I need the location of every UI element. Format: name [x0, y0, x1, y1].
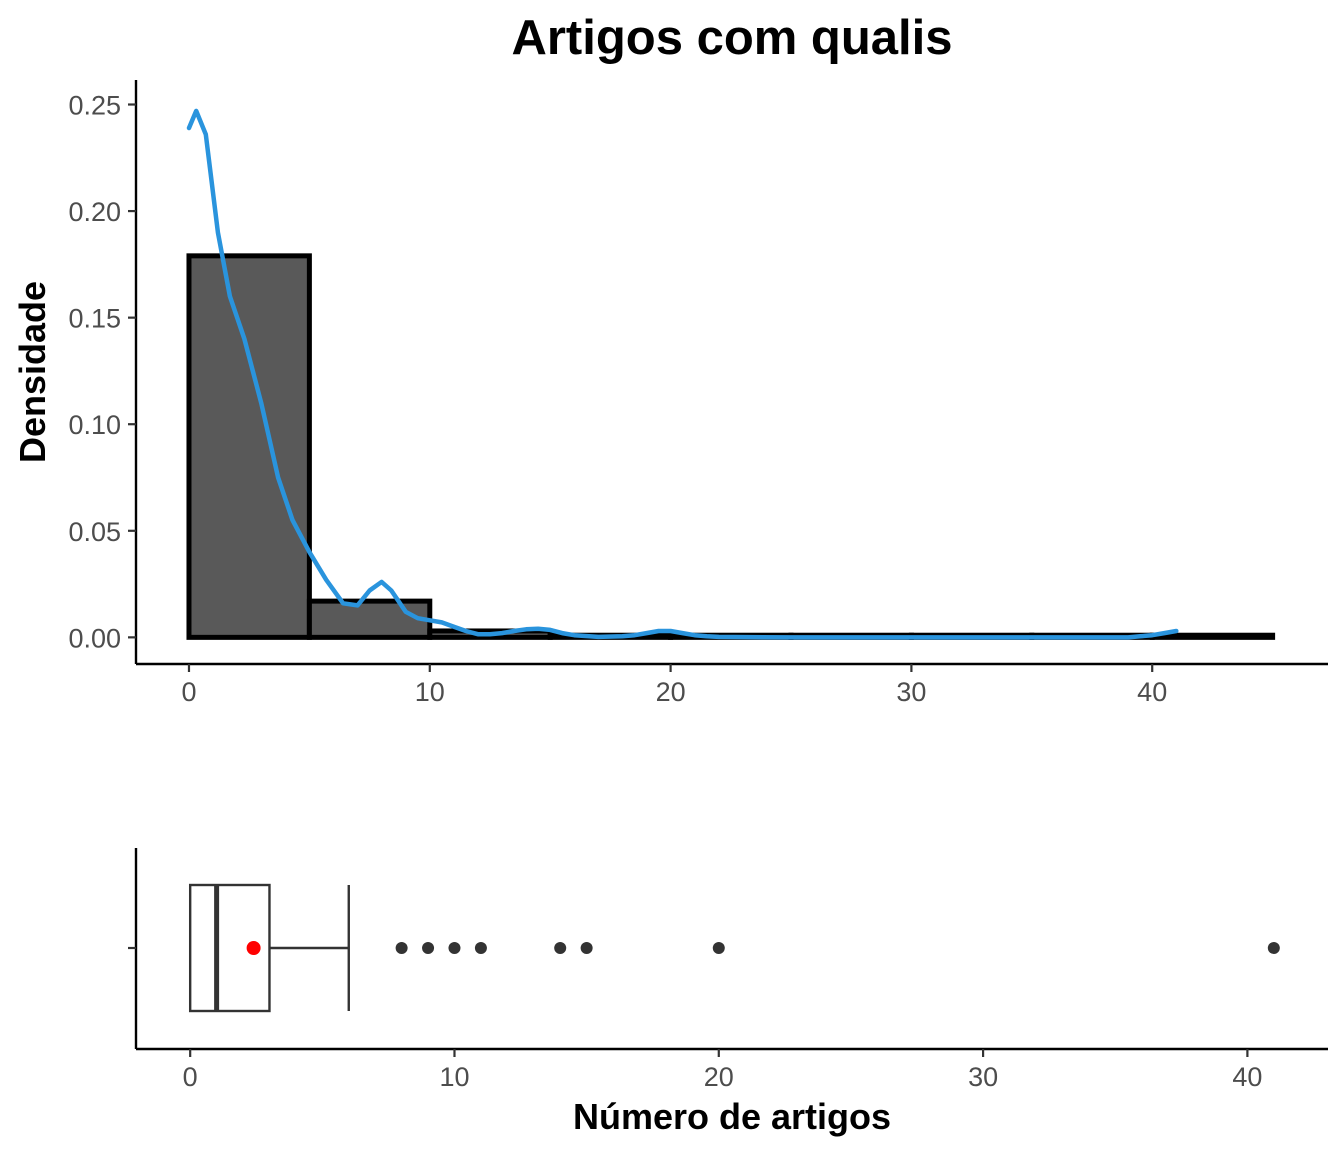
- x-tick-label: 10: [439, 1062, 469, 1092]
- histogram-x-ticks: 0 10 20 30 40: [181, 664, 1167, 707]
- density-curve: [186, 108, 1179, 640]
- boxplot-outlier: [448, 942, 461, 954]
- x-tick-label: 0: [181, 677, 196, 707]
- histogram-bars: [186, 253, 1276, 640]
- chart-title: Artigos com qualis: [511, 11, 952, 65]
- x-tick-label: 40: [1232, 1062, 1262, 1092]
- histogram-bar: [186, 253, 312, 640]
- y-tick-label: 0.05: [68, 517, 121, 547]
- histogram-panel: 0.00 0.05 0.10 0.15 0.20 0.25 0 10 20 30 40 Densi…: [12, 80, 1328, 707]
- boxplot-outlier: [554, 942, 567, 954]
- boxplot-outlier: [1267, 942, 1280, 954]
- histogram-bar: [1149, 632, 1276, 640]
- y-tick-label: 0.10: [68, 410, 121, 440]
- x-tick-label: 0: [183, 1062, 198, 1092]
- y-tick-label: 0.25: [68, 91, 121, 121]
- boxplot-panel: 0 10 20 30 40 Número de artigos: [128, 848, 1328, 1137]
- boxplot-x-ticks: 0 10 20 30 40: [183, 1049, 1262, 1092]
- histogram-bar: [306, 598, 433, 640]
- y-tick-label: 0.00: [68, 623, 121, 653]
- boxplot-x-axis-title: Número de artigos: [573, 1096, 891, 1137]
- y-tick-label: 0.20: [68, 197, 121, 227]
- x-tick-label: 30: [896, 677, 926, 707]
- x-tick-label: 10: [415, 677, 445, 707]
- x-tick-label: 20: [704, 1062, 734, 1092]
- histogram-y-axis-title: Densidade: [12, 281, 53, 463]
- x-tick-label: 30: [968, 1062, 998, 1092]
- x-tick-label: 40: [1137, 677, 1167, 707]
- x-tick-label: 20: [656, 677, 686, 707]
- histogram-y-ticks: 0.00 0.05 0.10 0.15 0.20 0.25: [68, 91, 136, 653]
- boxplot-outlier: [712, 942, 725, 954]
- boxplot-outlier: [422, 942, 435, 954]
- boxplot-outlier: [395, 942, 408, 954]
- boxplot-outlier: [580, 942, 593, 954]
- boxplot-outlier: [474, 942, 487, 954]
- boxplot-mean-point: [246, 941, 261, 955]
- boxplot-marks: [188, 883, 1280, 1013]
- y-tick-label: 0.15: [68, 304, 121, 334]
